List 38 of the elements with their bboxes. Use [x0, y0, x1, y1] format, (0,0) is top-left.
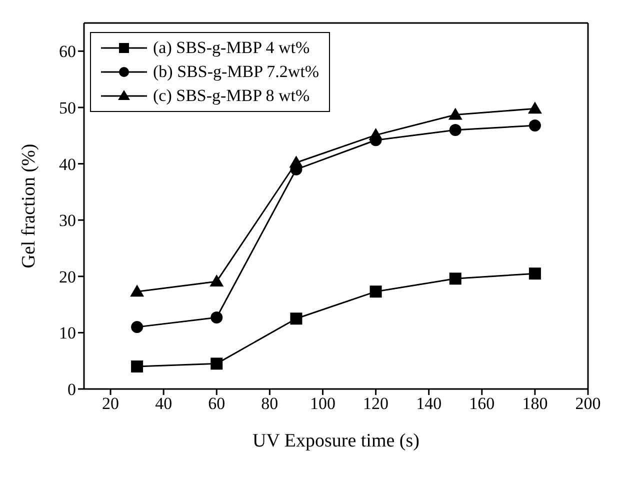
x-tick-label: 80: [261, 394, 278, 414]
point: [368, 128, 383, 140]
x-tick-label: 20: [102, 394, 120, 414]
y-axis-title: Gel fraction (%): [18, 144, 40, 268]
legend-label: (c) SBS-g-MBP 8 wt%: [153, 85, 310, 107]
x-tick-label: 160: [469, 394, 495, 414]
point: [131, 321, 144, 334]
point: [130, 284, 144, 297]
x-tick-label: 200: [575, 394, 601, 414]
y-tick-label: 50: [59, 98, 76, 118]
point: [289, 156, 304, 168]
x-tick-label: 40: [155, 394, 172, 414]
x-tick-label: 60: [208, 394, 226, 414]
point: [370, 286, 382, 298]
point: [449, 272, 462, 285]
x-axis-title: UV Exposure time (s): [252, 430, 420, 452]
point: [528, 102, 542, 114]
legend-label: (a) SBS-g-MBP 4 wt%: [153, 37, 310, 59]
point: [210, 311, 223, 324]
x-tick-label: 120: [363, 394, 389, 414]
y-tick-label: 0: [68, 380, 76, 400]
y-tick-label: 10: [59, 324, 76, 343]
y-tick-label: 30: [59, 211, 76, 230]
y-tick-label: 60: [59, 42, 76, 62]
x-tick-label: 140: [416, 394, 442, 414]
y-tick-label: 40: [59, 154, 76, 174]
y-tick-label: 20: [59, 267, 76, 286]
point: [210, 358, 223, 370]
point: [290, 312, 302, 325]
point: [131, 360, 144, 372]
point: [449, 124, 462, 136]
point: [528, 268, 541, 280]
x-tick-label: 100: [310, 394, 336, 414]
x-tick-label: 180: [522, 394, 548, 414]
point: [210, 274, 224, 286]
point: [528, 119, 541, 132]
point: [448, 108, 462, 120]
legend-label: (b) SBS-g-MBP 7.2wt%: [153, 61, 320, 83]
